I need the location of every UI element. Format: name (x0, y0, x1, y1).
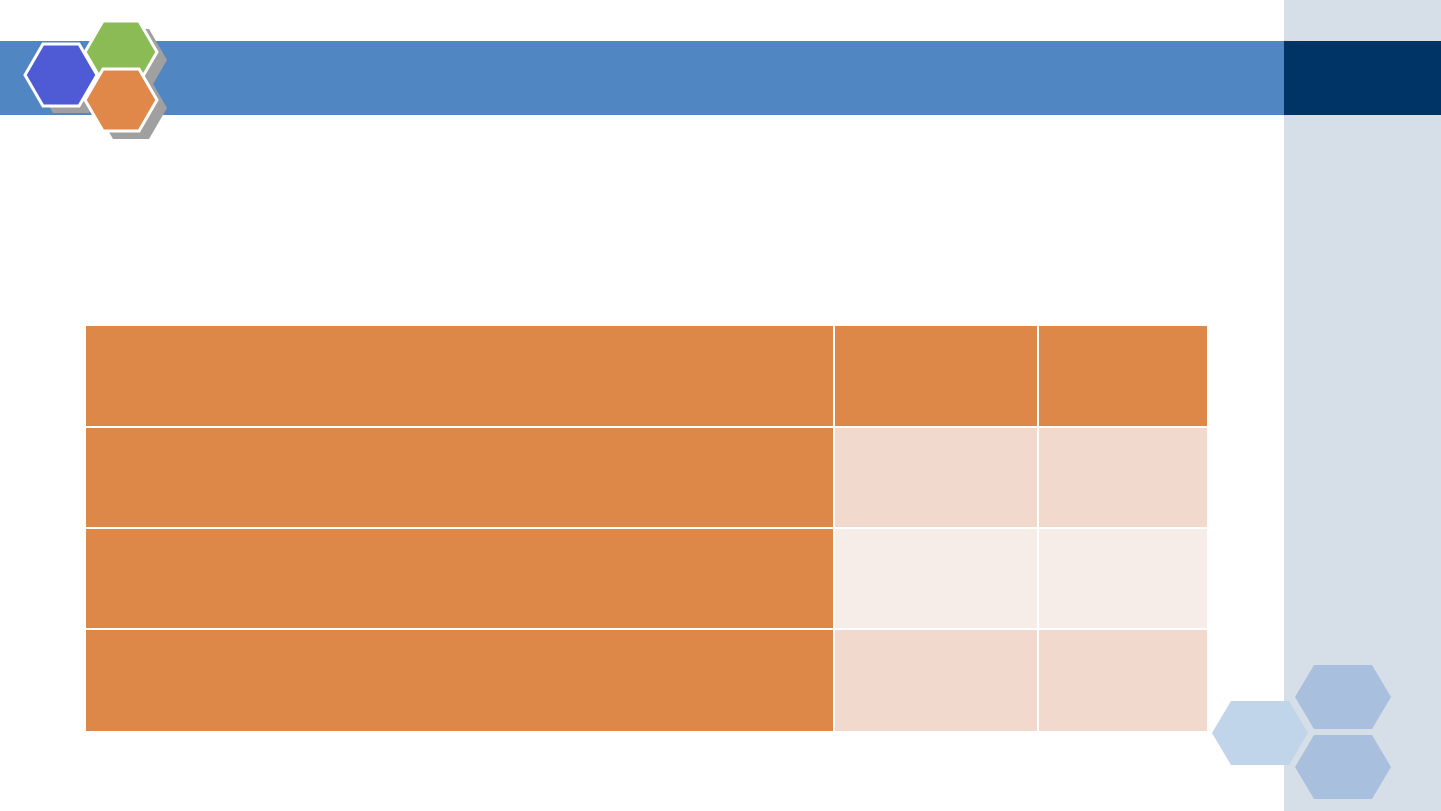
table-cell (1039, 428, 1207, 527)
hex-decor (1212, 701, 1308, 765)
table-cell (835, 630, 1037, 731)
row-label-cell (86, 529, 833, 628)
table-cell (835, 428, 1037, 527)
hex-blue (23, 42, 99, 108)
hex-decor (1295, 735, 1391, 799)
row-label-cell (86, 630, 833, 731)
table-header-row (86, 326, 1207, 426)
logo-hexagons (23, 19, 167, 139)
row-label-cell (86, 428, 833, 527)
header-block (1284, 41, 1441, 115)
corner-hexagons (1212, 665, 1391, 799)
hex-orange (83, 67, 159, 133)
table (86, 326, 1207, 731)
table-cell (1039, 529, 1207, 628)
table-cell (835, 529, 1037, 628)
hex-decor (1295, 665, 1391, 729)
header-banner (0, 41, 1284, 115)
table-cell (1039, 630, 1207, 731)
